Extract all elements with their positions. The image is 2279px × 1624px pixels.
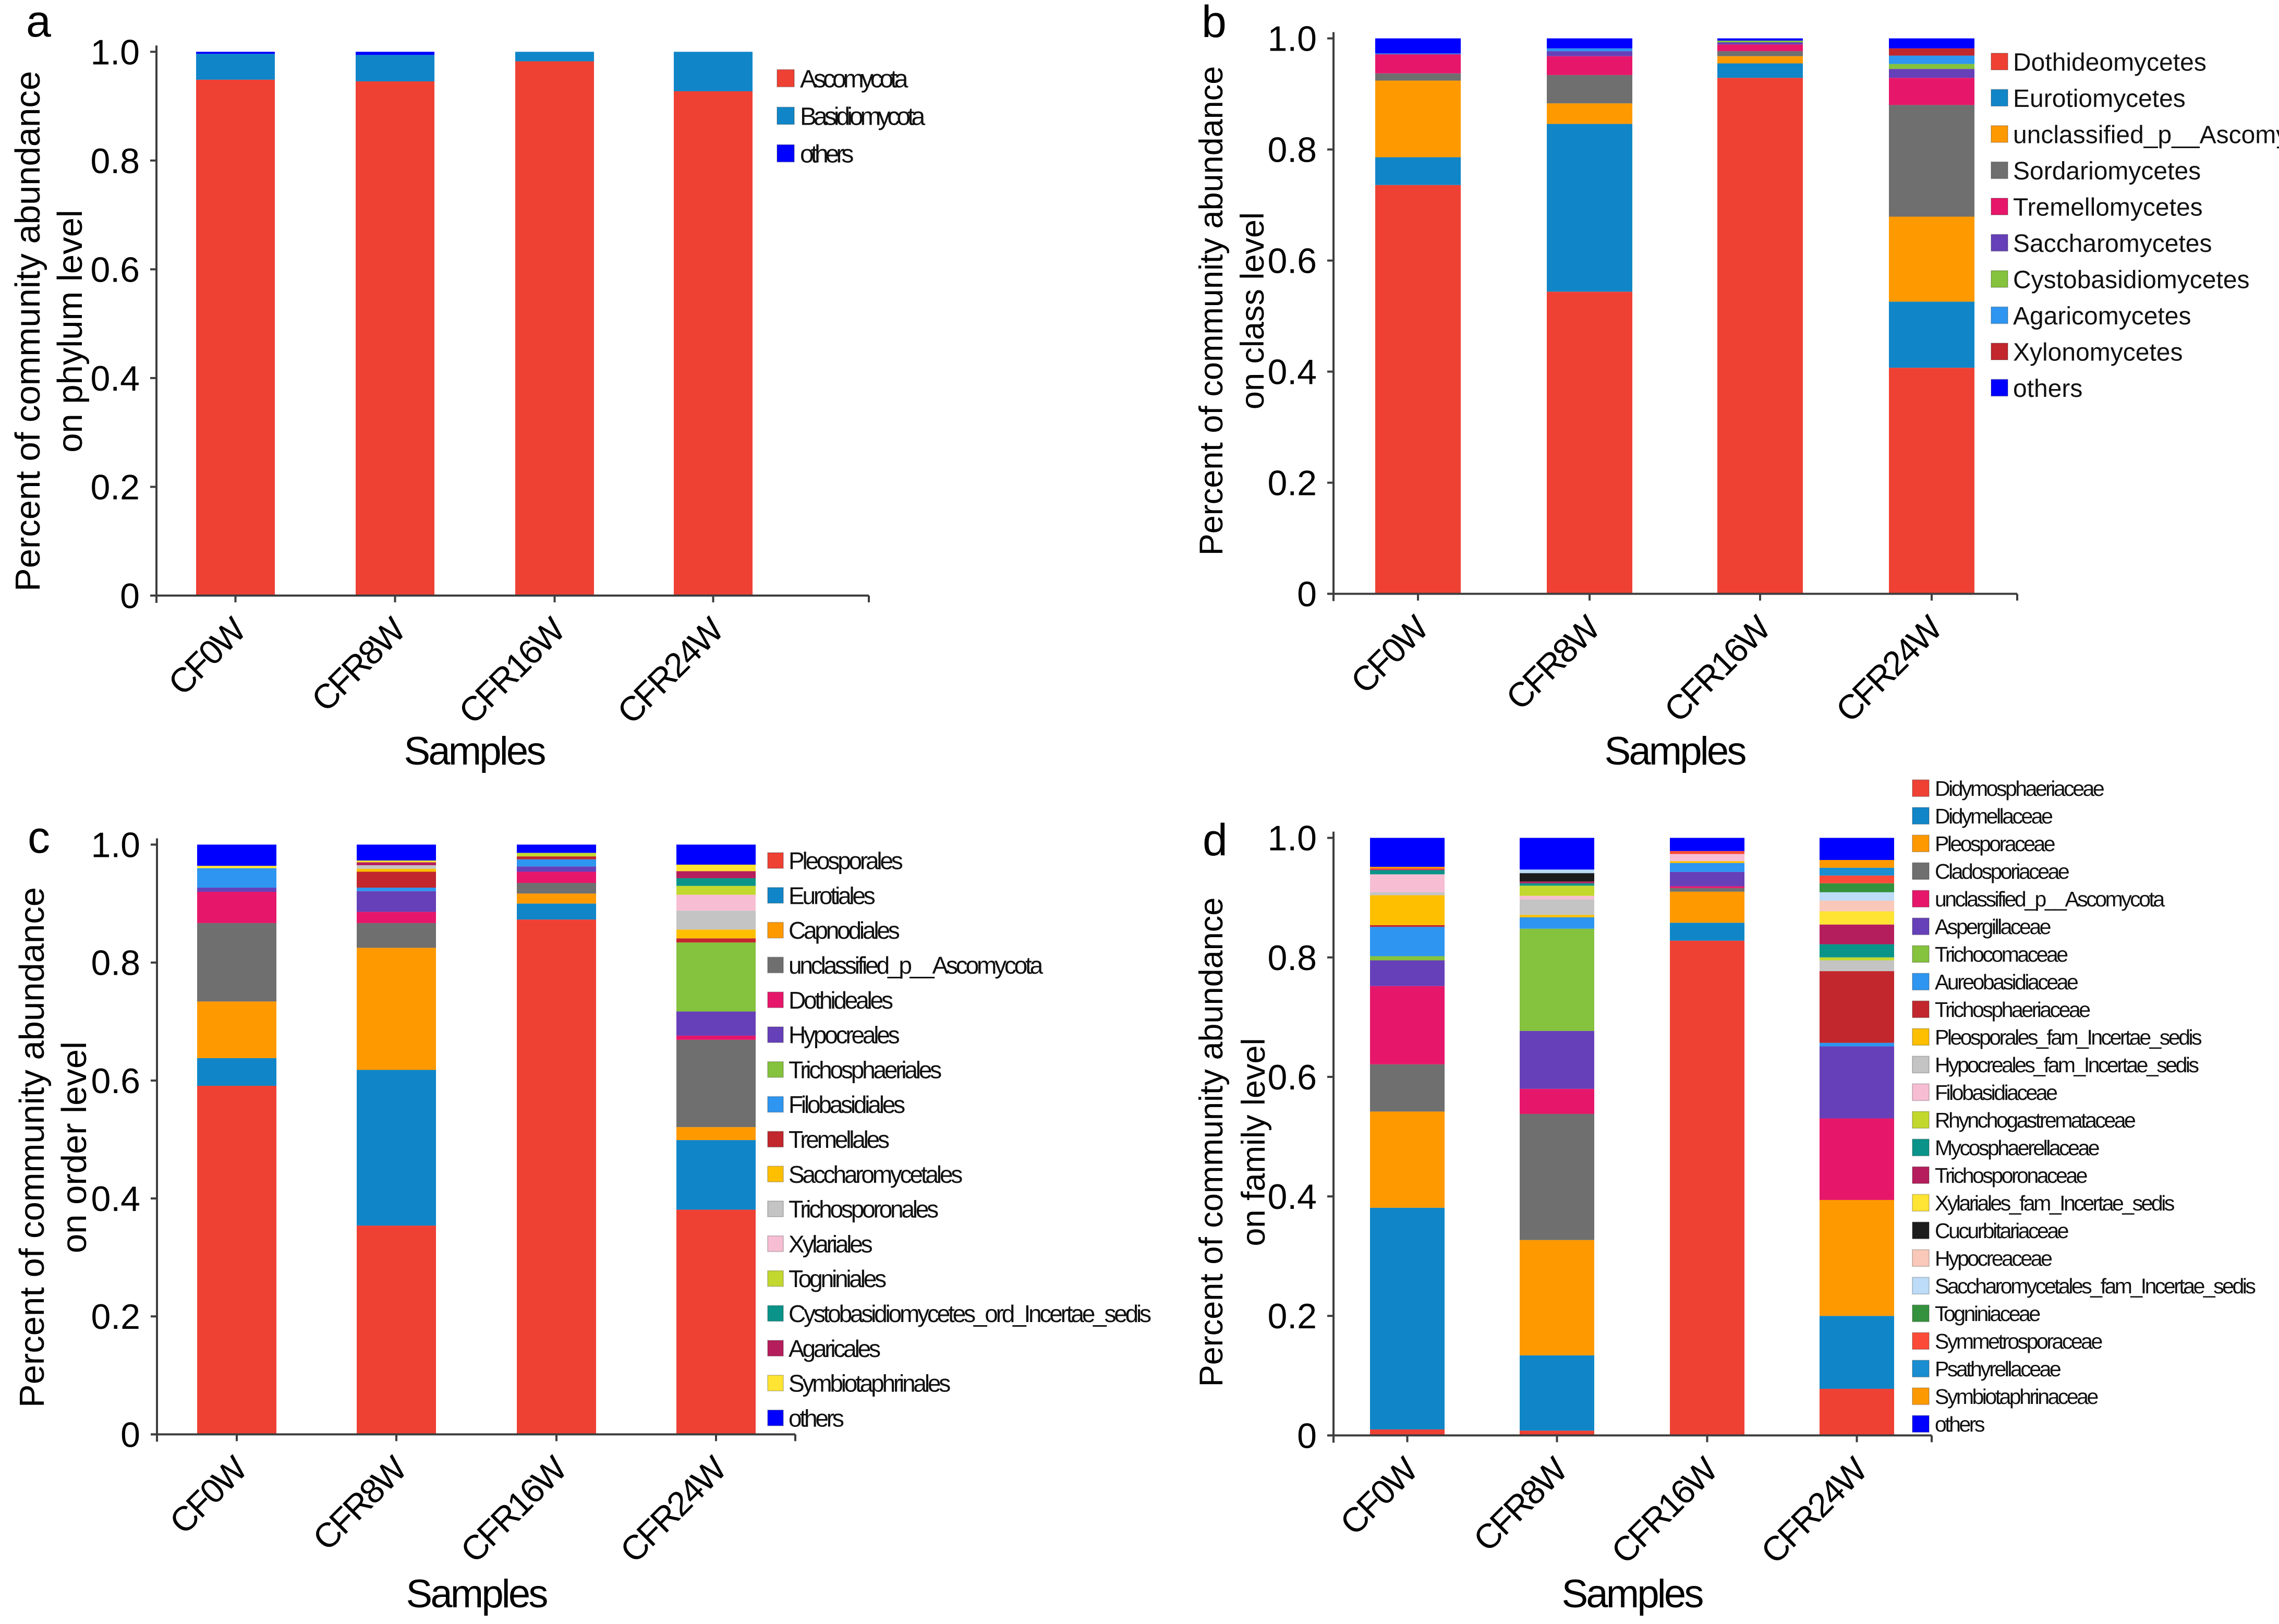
svg-text:on family level: on family level xyxy=(1235,1038,1272,1246)
svg-text:Symmetrosporaceae: Symmetrosporaceae xyxy=(1935,1329,2102,1353)
svg-text:Cucurbitariaceae: Cucurbitariaceae xyxy=(1935,1219,2068,1243)
svg-text:Saccharomycetes: Saccharomycetes xyxy=(2013,230,2212,258)
svg-text:Ascomycota: Ascomycota xyxy=(800,65,908,93)
svg-text:Cystobasidiomycetes: Cystobasidiomycetes xyxy=(2013,266,2250,294)
svg-text:on class level: on class level xyxy=(1234,212,1271,409)
svg-text:Aspergillaceae: Aspergillaceae xyxy=(1935,915,2051,939)
svg-text:Dothideales: Dothideales xyxy=(789,987,893,1014)
svg-text:Eurotiales: Eurotiales xyxy=(789,882,875,909)
svg-text:0.6: 0.6 xyxy=(90,250,140,289)
svg-text:a: a xyxy=(26,0,51,46)
svg-text:Tremellomycetes: Tremellomycetes xyxy=(2013,193,2203,221)
svg-text:0.2: 0.2 xyxy=(1267,464,1317,503)
svg-text:Psathyrellaceae: Psathyrellaceae xyxy=(1935,1357,2060,1381)
svg-text:0.2: 0.2 xyxy=(1267,1296,1317,1336)
svg-text:0.4: 0.4 xyxy=(90,359,140,398)
svg-text:1.0: 1.0 xyxy=(1267,819,1317,858)
svg-text:Pleosporales: Pleosporales xyxy=(789,847,903,875)
svg-text:0.6: 0.6 xyxy=(1267,1058,1317,1097)
svg-text:unclassified_p__Ascomycota: unclassified_p__Ascomycota xyxy=(2013,121,2279,149)
svg-text:Percent of community abundance: Percent of community abundance xyxy=(1193,898,1230,1387)
svg-text:Trichocomaceae: Trichocomaceae xyxy=(1935,942,2067,966)
svg-text:Trichosphaeriaceae: Trichosphaeriaceae xyxy=(1935,998,2090,1022)
svg-text:0.6: 0.6 xyxy=(91,1061,140,1101)
svg-text:Agaricomycetes: Agaricomycetes xyxy=(2013,302,2191,330)
svg-text:Eurotiomycetes: Eurotiomycetes xyxy=(2013,85,2186,113)
svg-text:0.2: 0.2 xyxy=(91,1297,140,1337)
svg-text:Didymellaceae: Didymellaceae xyxy=(1935,804,2052,828)
svg-text:Symbiotaphrinaceae: Symbiotaphrinaceae xyxy=(1935,1385,2098,1409)
svg-text:Xylariales_fam_Incertae_sedis: Xylariales_fam_Incertae_sedis xyxy=(1935,1191,2175,1215)
svg-text:Trichosphaeriales: Trichosphaeriales xyxy=(789,1056,941,1083)
svg-text:1.0: 1.0 xyxy=(1267,19,1317,59)
svg-text:others: others xyxy=(789,1404,844,1432)
svg-text:0.2: 0.2 xyxy=(90,468,140,507)
svg-text:Togniniaceae: Togniniaceae xyxy=(1935,1302,2040,1326)
svg-text:Samples: Samples xyxy=(1604,729,1745,773)
svg-text:Trichosporonales: Trichosporonales xyxy=(789,1196,938,1223)
svg-text:Percent of community abundance: Percent of community abundance xyxy=(1193,66,1230,556)
svg-text:c: c xyxy=(28,813,50,863)
svg-text:Filobasidiaceae: Filobasidiaceae xyxy=(1935,1081,2057,1105)
svg-text:Samples: Samples xyxy=(404,729,545,773)
svg-text:on phylum level: on phylum level xyxy=(51,210,90,453)
svg-text:Trichosporonaceae: Trichosporonaceae xyxy=(1935,1164,2087,1187)
svg-text:0.8: 0.8 xyxy=(90,141,140,181)
svg-text:b: b xyxy=(1202,0,1227,47)
svg-text:others: others xyxy=(2013,375,2082,403)
svg-text:Capnodiales: Capnodiales xyxy=(789,917,900,944)
svg-text:Percent of community abundance: Percent of community abundance xyxy=(8,71,47,591)
svg-text:d: d xyxy=(1203,815,1228,865)
svg-text:Aureobasidiaceae: Aureobasidiaceae xyxy=(1935,970,2078,994)
svg-text:Hypocreales: Hypocreales xyxy=(789,1022,900,1049)
svg-text:Agaricales: Agaricales xyxy=(789,1335,880,1362)
svg-text:others: others xyxy=(1935,1412,1985,1436)
svg-text:Samples: Samples xyxy=(1561,1572,1703,1616)
svg-text:Tremellales: Tremellales xyxy=(789,1126,889,1153)
svg-text:Didymosphaeriaceae: Didymosphaeriaceae xyxy=(1935,777,2104,801)
svg-text:0.8: 0.8 xyxy=(1267,130,1317,170)
svg-text:Sordariomycetes: Sordariomycetes xyxy=(2013,157,2201,185)
svg-text:Symbiotaphrinales: Symbiotaphrinales xyxy=(789,1370,950,1397)
svg-text:Mycosphaerellaceae: Mycosphaerellaceae xyxy=(1935,1136,2099,1160)
svg-text:0.4: 0.4 xyxy=(91,1179,140,1219)
svg-text:0: 0 xyxy=(1297,575,1317,614)
svg-text:0: 0 xyxy=(1297,1416,1317,1456)
svg-text:0.4: 0.4 xyxy=(1267,1177,1317,1217)
svg-text:Xylonomycetes: Xylonomycetes xyxy=(2013,338,2183,366)
svg-text:Hypocreaceae: Hypocreaceae xyxy=(1935,1246,2052,1270)
svg-text:Dothideomycetes: Dothideomycetes xyxy=(2013,49,2207,76)
svg-text:Pleosporaceae: Pleosporaceae xyxy=(1935,832,2055,856)
svg-text:Xylariales: Xylariales xyxy=(789,1230,872,1257)
svg-text:Basidiomycota: Basidiomycota xyxy=(800,103,925,130)
svg-text:0: 0 xyxy=(120,576,140,616)
svg-text:1.0: 1.0 xyxy=(90,32,140,72)
svg-text:unclassified_p__Ascomycota: unclassified_p__Ascomycota xyxy=(789,952,1044,979)
svg-text:unclassified_p__Ascomycota: unclassified_p__Ascomycota xyxy=(1935,887,2165,911)
svg-text:Saccharomycetales: Saccharomycetales xyxy=(789,1161,962,1188)
svg-text:0.6: 0.6 xyxy=(1267,241,1317,281)
svg-text:Rhynchogastremataceae: Rhynchogastremataceae xyxy=(1935,1108,2135,1132)
svg-text:Hypocreales_fam_Incertae_sedis: Hypocreales_fam_Incertae_sedis xyxy=(1935,1053,2199,1077)
svg-text:Cystobasidiomycetes_ord_Incert: Cystobasidiomycetes_ord_Incertae_sedis xyxy=(789,1300,1151,1327)
svg-text:0: 0 xyxy=(120,1415,140,1455)
svg-text:Samples: Samples xyxy=(406,1572,547,1616)
svg-text:0.4: 0.4 xyxy=(1267,353,1317,392)
svg-text:1.0: 1.0 xyxy=(91,826,140,865)
svg-text:0.8: 0.8 xyxy=(1267,938,1317,978)
svg-text:Percent of community abundance: Percent of community abundance xyxy=(13,887,52,1408)
svg-text:Togniniales: Togniniales xyxy=(789,1265,886,1292)
svg-text:others: others xyxy=(800,140,853,168)
svg-text:on order level: on order level xyxy=(55,1041,94,1253)
svg-text:0.8: 0.8 xyxy=(91,943,140,983)
svg-text:Filobasidiales: Filobasidiales xyxy=(789,1091,905,1118)
svg-text:Pleosporales_fam_Incertae_sedi: Pleosporales_fam_Incertae_sedis xyxy=(1935,1025,2202,1049)
svg-text:Saccharomycetales_fam_Incertae: Saccharomycetales_fam_Incertae_sedis xyxy=(1935,1274,2256,1298)
svg-text:Cladosporiaceae: Cladosporiaceae xyxy=(1935,859,2069,883)
